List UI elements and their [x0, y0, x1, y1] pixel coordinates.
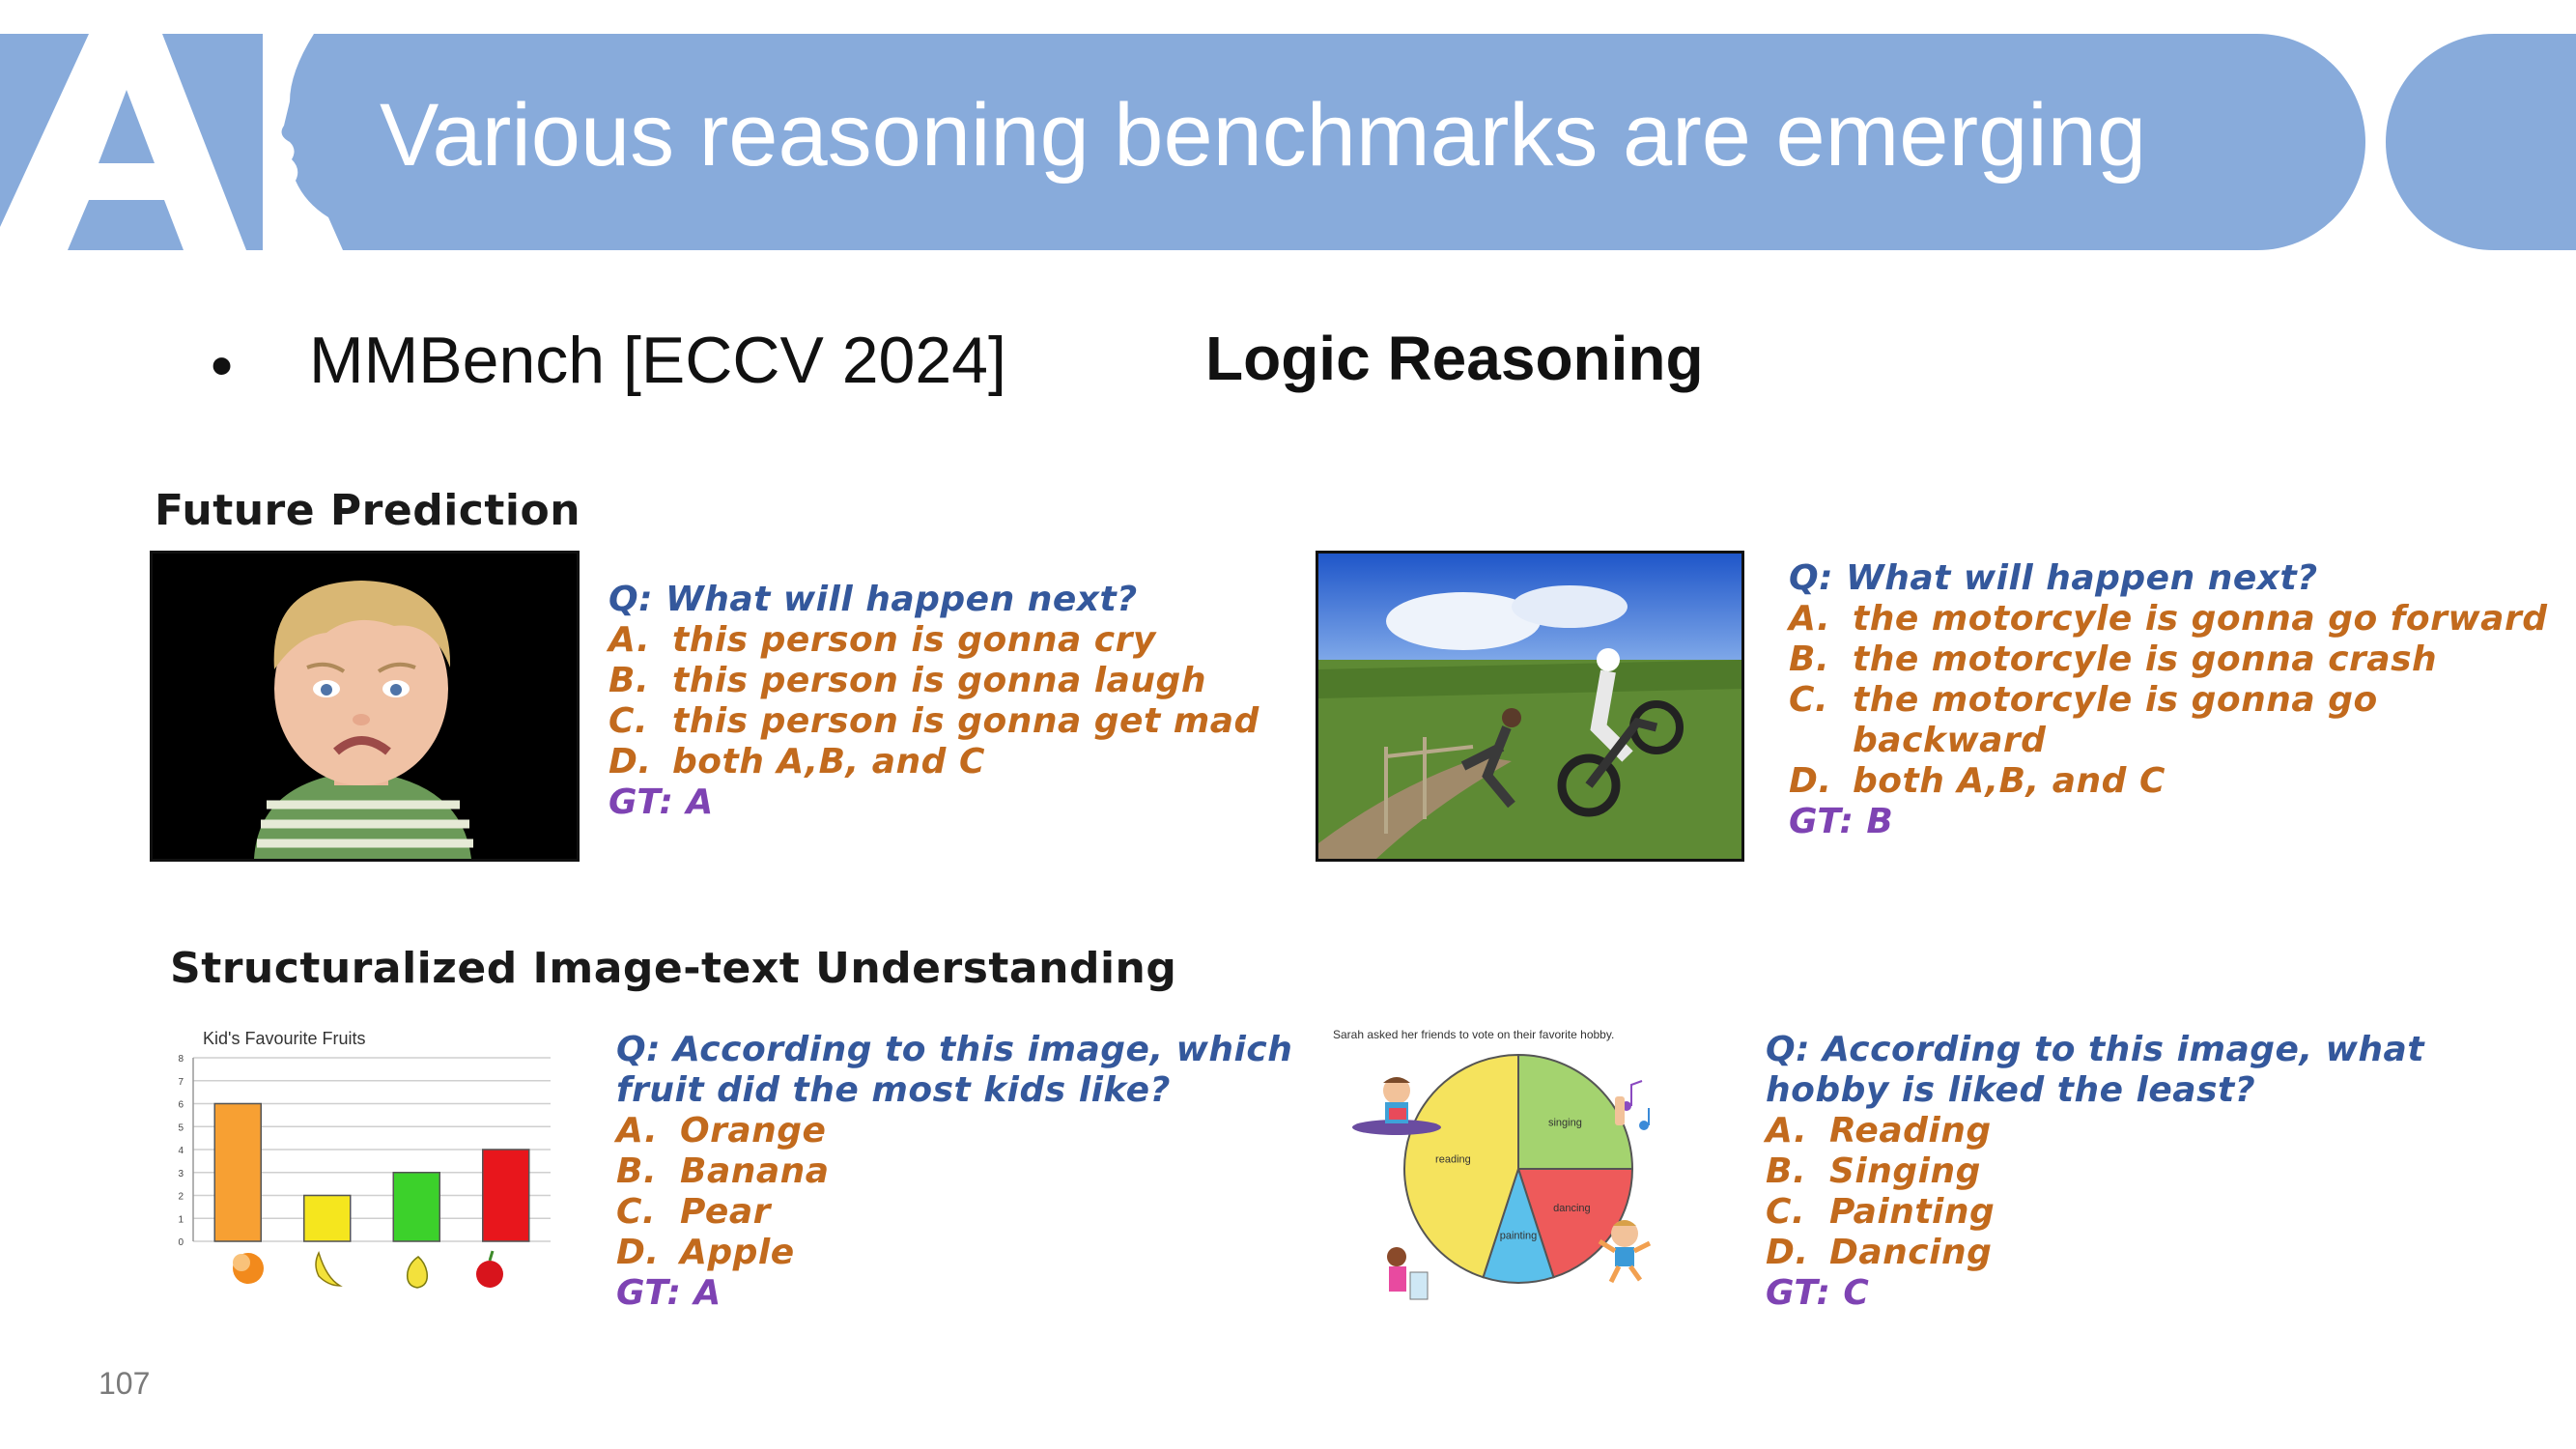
option-a: A. the motorcyle is gonna go forward [1789, 599, 2548, 639]
section-future-prediction: Future Prediction [155, 486, 581, 535]
y-tick-label: 0 [178, 1237, 184, 1248]
option-d: D. Apple [616, 1233, 795, 1272]
slice-reading [1403, 1053, 1519, 1279]
slice-label: reading [1435, 1153, 1471, 1165]
bullet-glyph: • [211, 329, 234, 401]
option-c: C. the motorcyle is gonna go [1789, 680, 2378, 720]
painting-child-icon [1387, 1247, 1429, 1300]
chart-title: Kid's Favourite Fruits [203, 1029, 366, 1048]
option-b: B. the motorcyle is gonna crash [1789, 639, 2438, 679]
option-b: B. this person is gonna laugh [609, 661, 1206, 700]
slice-label: painting [1500, 1230, 1538, 1241]
crying-child-illustration [153, 554, 577, 859]
slide-title: Various reasoning benchmarks are emergin… [380, 86, 2147, 185]
crying-child-image [150, 551, 580, 862]
bar-orange [213, 1102, 262, 1242]
bullet-text: MMBench [ECCV 2024] [309, 324, 1006, 397]
banner-decoration [2386, 34, 2576, 250]
option-a: A. Orange [616, 1111, 827, 1151]
fruit-bar-chart: Kid's Favourite Fruits 0 1 2 3 4 5 6 7 8 [178, 1029, 551, 1289]
orange-icon [233, 1253, 264, 1284]
dancing-child-icon [1598, 1220, 1652, 1284]
option-d: D. Dancing [1766, 1233, 1993, 1272]
crying-child-qa: Q: What will happen next? A. this person … [609, 580, 1260, 823]
y-tick-label: 5 [178, 1122, 184, 1133]
music-notes-icon [1615, 1080, 1650, 1130]
question-line-2: hobby is liked the least? [1766, 1070, 2256, 1110]
category-label: Logic Reasoning [1205, 324, 1704, 393]
option-a: A. Reading [1766, 1111, 1992, 1151]
bar-pear [392, 1172, 440, 1242]
bar-banana [303, 1194, 352, 1242]
motorcycle-qa: Q: What will happen next? A. the motorcyl… [1789, 558, 2547, 842]
option-c: C. this person is gonna get mad [609, 701, 1260, 741]
ground-truth: GT: A [609, 782, 714, 822]
title-banner [304, 34, 2365, 250]
section-structuralized: Structuralized Image-text Understanding [170, 944, 1177, 993]
ground-truth: GT: A [616, 1273, 722, 1313]
banana-icon [315, 1250, 343, 1287]
option-a: A. this person is gonna cry [609, 620, 1156, 660]
motorcycle-image [1316, 551, 1744, 862]
option-c: C. Painting [1766, 1192, 1996, 1232]
option-c: C. Pear [616, 1192, 771, 1232]
y-tick-label: 6 [178, 1100, 184, 1111]
slice-painting [1482, 1165, 1555, 1284]
option-d: D. both A,B, and C [1789, 761, 2166, 801]
slice-label: dancing [1553, 1203, 1591, 1214]
page-number: 107 [99, 1366, 151, 1401]
y-tick-label: 4 [178, 1146, 184, 1156]
apple-icon [476, 1250, 503, 1288]
y-tick-label: 7 [178, 1077, 184, 1088]
y-tick-label: 3 [178, 1169, 184, 1179]
motorcycle-illustration [1318, 554, 1741, 859]
chart-title: Sarah asked her friends to vote on their… [1333, 1028, 1614, 1041]
pear-icon [406, 1256, 429, 1289]
hobby-pie-chart: Sarah asked her friends to vote on their… [1333, 1028, 1652, 1300]
hobby-qa: Q: According to this image, what hobby i… [1766, 1030, 2424, 1314]
question-line-1: Q: According to this image, which [616, 1030, 1293, 1069]
y-tick-label: 2 [178, 1192, 184, 1203]
slice-label: singing [1548, 1118, 1582, 1129]
slice-dancing [1516, 1168, 1634, 1279]
option-d: D. both A,B, and C [609, 742, 985, 781]
ground-truth: GT: C [1766, 1273, 1870, 1313]
option-b: B. Banana [616, 1151, 830, 1191]
question: Q: What will happen next? [609, 580, 1138, 619]
question-line-1: Q: According to this image, what [1766, 1030, 2425, 1069]
y-tick-label: 1 [178, 1214, 184, 1225]
ai-logo: AI [0, 34, 348, 250]
slice-singing [1517, 1053, 1634, 1170]
reading-child-icon [1352, 1077, 1441, 1135]
ground-truth: GT: B [1789, 802, 1894, 841]
bar-apple [482, 1149, 530, 1242]
fruits-qa: Q: According to this image, which fruit … [616, 1030, 1292, 1314]
y-tick-label: 8 [178, 1054, 184, 1065]
option-c-continued: backward [1853, 721, 2047, 760]
option-b: B. Singing [1766, 1151, 1981, 1191]
question: Q: What will happen next? [1789, 558, 2318, 598]
question-line-2: fruit did the most kids like? [616, 1070, 1171, 1110]
